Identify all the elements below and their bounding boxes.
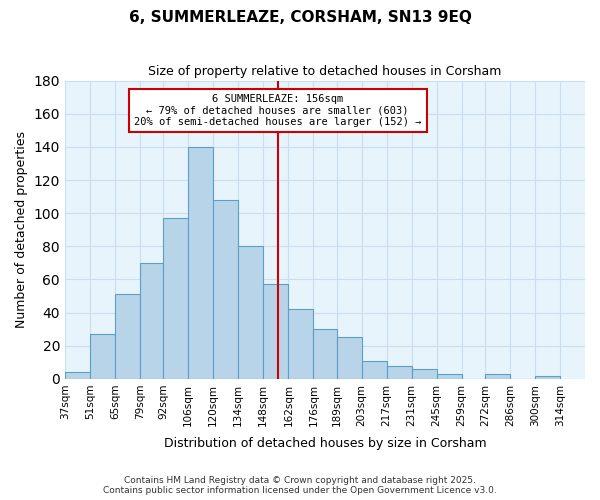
Bar bbox=[188, 147, 213, 379]
Text: 6, SUMMERLEAZE, CORSHAM, SN13 9EQ: 6, SUMMERLEAZE, CORSHAM, SN13 9EQ bbox=[128, 10, 472, 25]
Bar bbox=[362, 360, 386, 379]
Title: Size of property relative to detached houses in Corsham: Size of property relative to detached ho… bbox=[148, 65, 502, 78]
Bar bbox=[163, 218, 188, 379]
X-axis label: Distribution of detached houses by size in Corsham: Distribution of detached houses by size … bbox=[164, 437, 486, 450]
Bar bbox=[535, 376, 560, 379]
Bar bbox=[412, 369, 437, 379]
Bar bbox=[337, 338, 362, 379]
Bar bbox=[65, 372, 90, 379]
Bar bbox=[263, 284, 289, 379]
Bar bbox=[238, 246, 263, 379]
Bar bbox=[213, 200, 238, 379]
Bar bbox=[437, 374, 461, 379]
Bar bbox=[115, 294, 140, 379]
Text: 6 SUMMERLEAZE: 156sqm
← 79% of detached houses are smaller (603)
20% of semi-det: 6 SUMMERLEAZE: 156sqm ← 79% of detached … bbox=[134, 94, 421, 127]
Bar bbox=[289, 310, 313, 379]
Bar bbox=[313, 329, 337, 379]
Bar bbox=[386, 366, 412, 379]
Text: Contains HM Land Registry data © Crown copyright and database right 2025.
Contai: Contains HM Land Registry data © Crown c… bbox=[103, 476, 497, 495]
Bar bbox=[485, 374, 510, 379]
Bar bbox=[90, 334, 115, 379]
Y-axis label: Number of detached properties: Number of detached properties bbox=[15, 131, 28, 328]
Bar bbox=[140, 263, 163, 379]
